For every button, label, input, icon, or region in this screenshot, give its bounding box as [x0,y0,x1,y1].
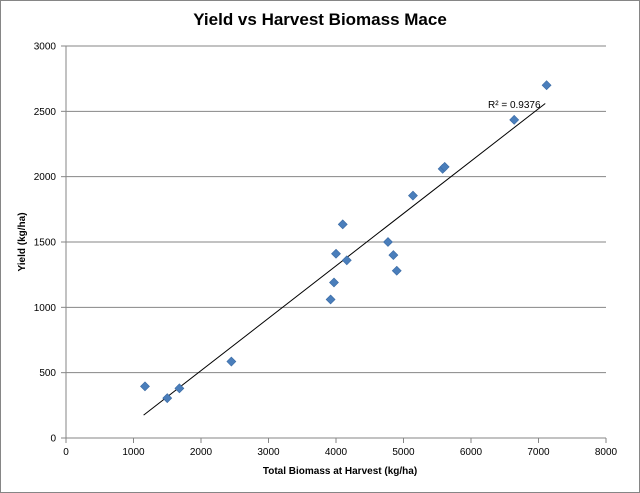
y-axis-title: Yield (kg/ha) [17,212,28,271]
chart-title: Yield vs Harvest Biomass Mace [193,10,447,29]
data-point [329,277,339,288]
x-tick-label: 2000 [190,447,213,458]
data-point [408,190,418,201]
data-point [509,114,520,125]
y-tick-label: 1500 [34,238,57,249]
data-point [388,250,399,260]
data-point [383,237,393,247]
x-tick-label: 6000 [460,447,483,458]
gridlines [66,45,606,374]
x-tick-label: 7000 [527,447,550,458]
y-tick-label: 1000 [34,303,57,314]
data-point [162,393,173,404]
x-tick-label: 8000 [595,447,618,458]
data-point [226,356,237,367]
y-tick-label: 500 [39,368,56,379]
y-tick-label: 2000 [34,172,57,183]
data-point [331,248,341,259]
x-tick-label: 3000 [257,447,280,458]
data-point [174,383,185,394]
r-squared-label: R² = 0.9376 [488,100,541,111]
y-tick-label: 2500 [34,107,57,118]
y-tick-label: 3000 [34,42,57,53]
x-tick-label: 1000 [122,447,145,458]
data-point [325,294,336,305]
data-points [140,80,552,404]
x-tick-label: 5000 [392,447,415,458]
tick-labels: 0 1000 2000 3000 4000 5000 6000 7000 8000 0 500 100… [34,42,618,459]
data-point [541,80,552,91]
data-point [140,381,150,392]
data-point [439,161,450,172]
data-point [391,265,402,276]
axes [61,45,607,443]
data-point [337,219,348,230]
y-tick-label: 0 [50,434,56,445]
x-tick-label: 4000 [325,447,348,458]
data-point [341,255,352,266]
x-tick-label: 0 [63,447,69,458]
x-axis-title: Total Biomass at Harvest (kg/ha) [263,466,417,477]
